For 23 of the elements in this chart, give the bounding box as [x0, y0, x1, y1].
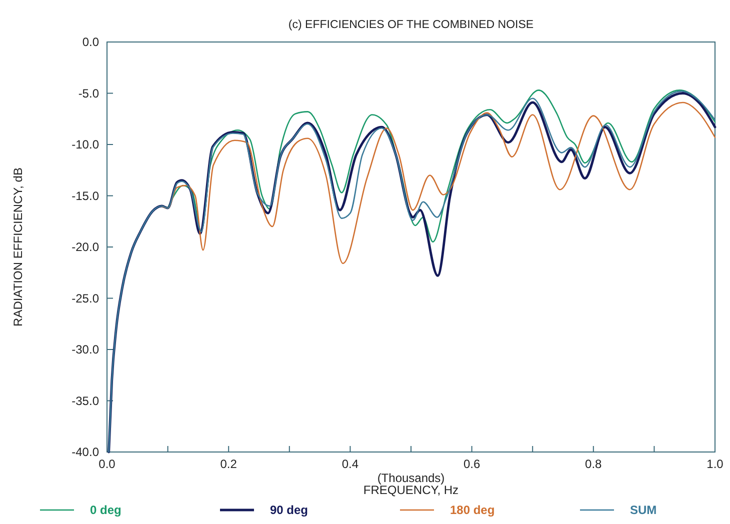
x-axis-title: (Thousands) FREQUENCY, Hz	[363, 471, 459, 497]
y-tick-label: -30.0	[72, 342, 100, 356]
x-tick-label: 1.0	[706, 457, 724, 471]
legend-label: SUM	[630, 503, 657, 517]
x-tick-label: 0.0	[98, 457, 116, 471]
y-tick-label: -35.0	[72, 394, 100, 408]
y-tick-label: -15.0	[72, 188, 100, 203]
line-series	[161, 102, 716, 264]
y-tick-label: -40.0	[72, 445, 100, 459]
y-tick-label: 0.0	[82, 35, 100, 49]
y-axis-title: RADIATION EFFICIENCY, dB	[11, 168, 25, 326]
x-tick-label: 0.8	[585, 457, 602, 471]
y-tick-label: -10.0	[72, 138, 100, 152]
legend-label: 90 deg	[270, 503, 308, 517]
x-tick-label: 0.6	[463, 457, 480, 471]
x-tick-label: 0.4	[342, 457, 359, 471]
y-tick-label: -20.0	[72, 240, 100, 254]
y-tick-label: -25.0	[72, 291, 100, 306]
y-tick-label: -5.0	[78, 86, 100, 100]
legend-label: 180 deg	[450, 503, 495, 517]
chart-title: (c) EFFICIENCIES OF THE COMBINED NOISE	[288, 19, 534, 31]
x-tick-label: 0.2	[220, 457, 238, 471]
legend-label: 0 deg	[90, 503, 122, 517]
